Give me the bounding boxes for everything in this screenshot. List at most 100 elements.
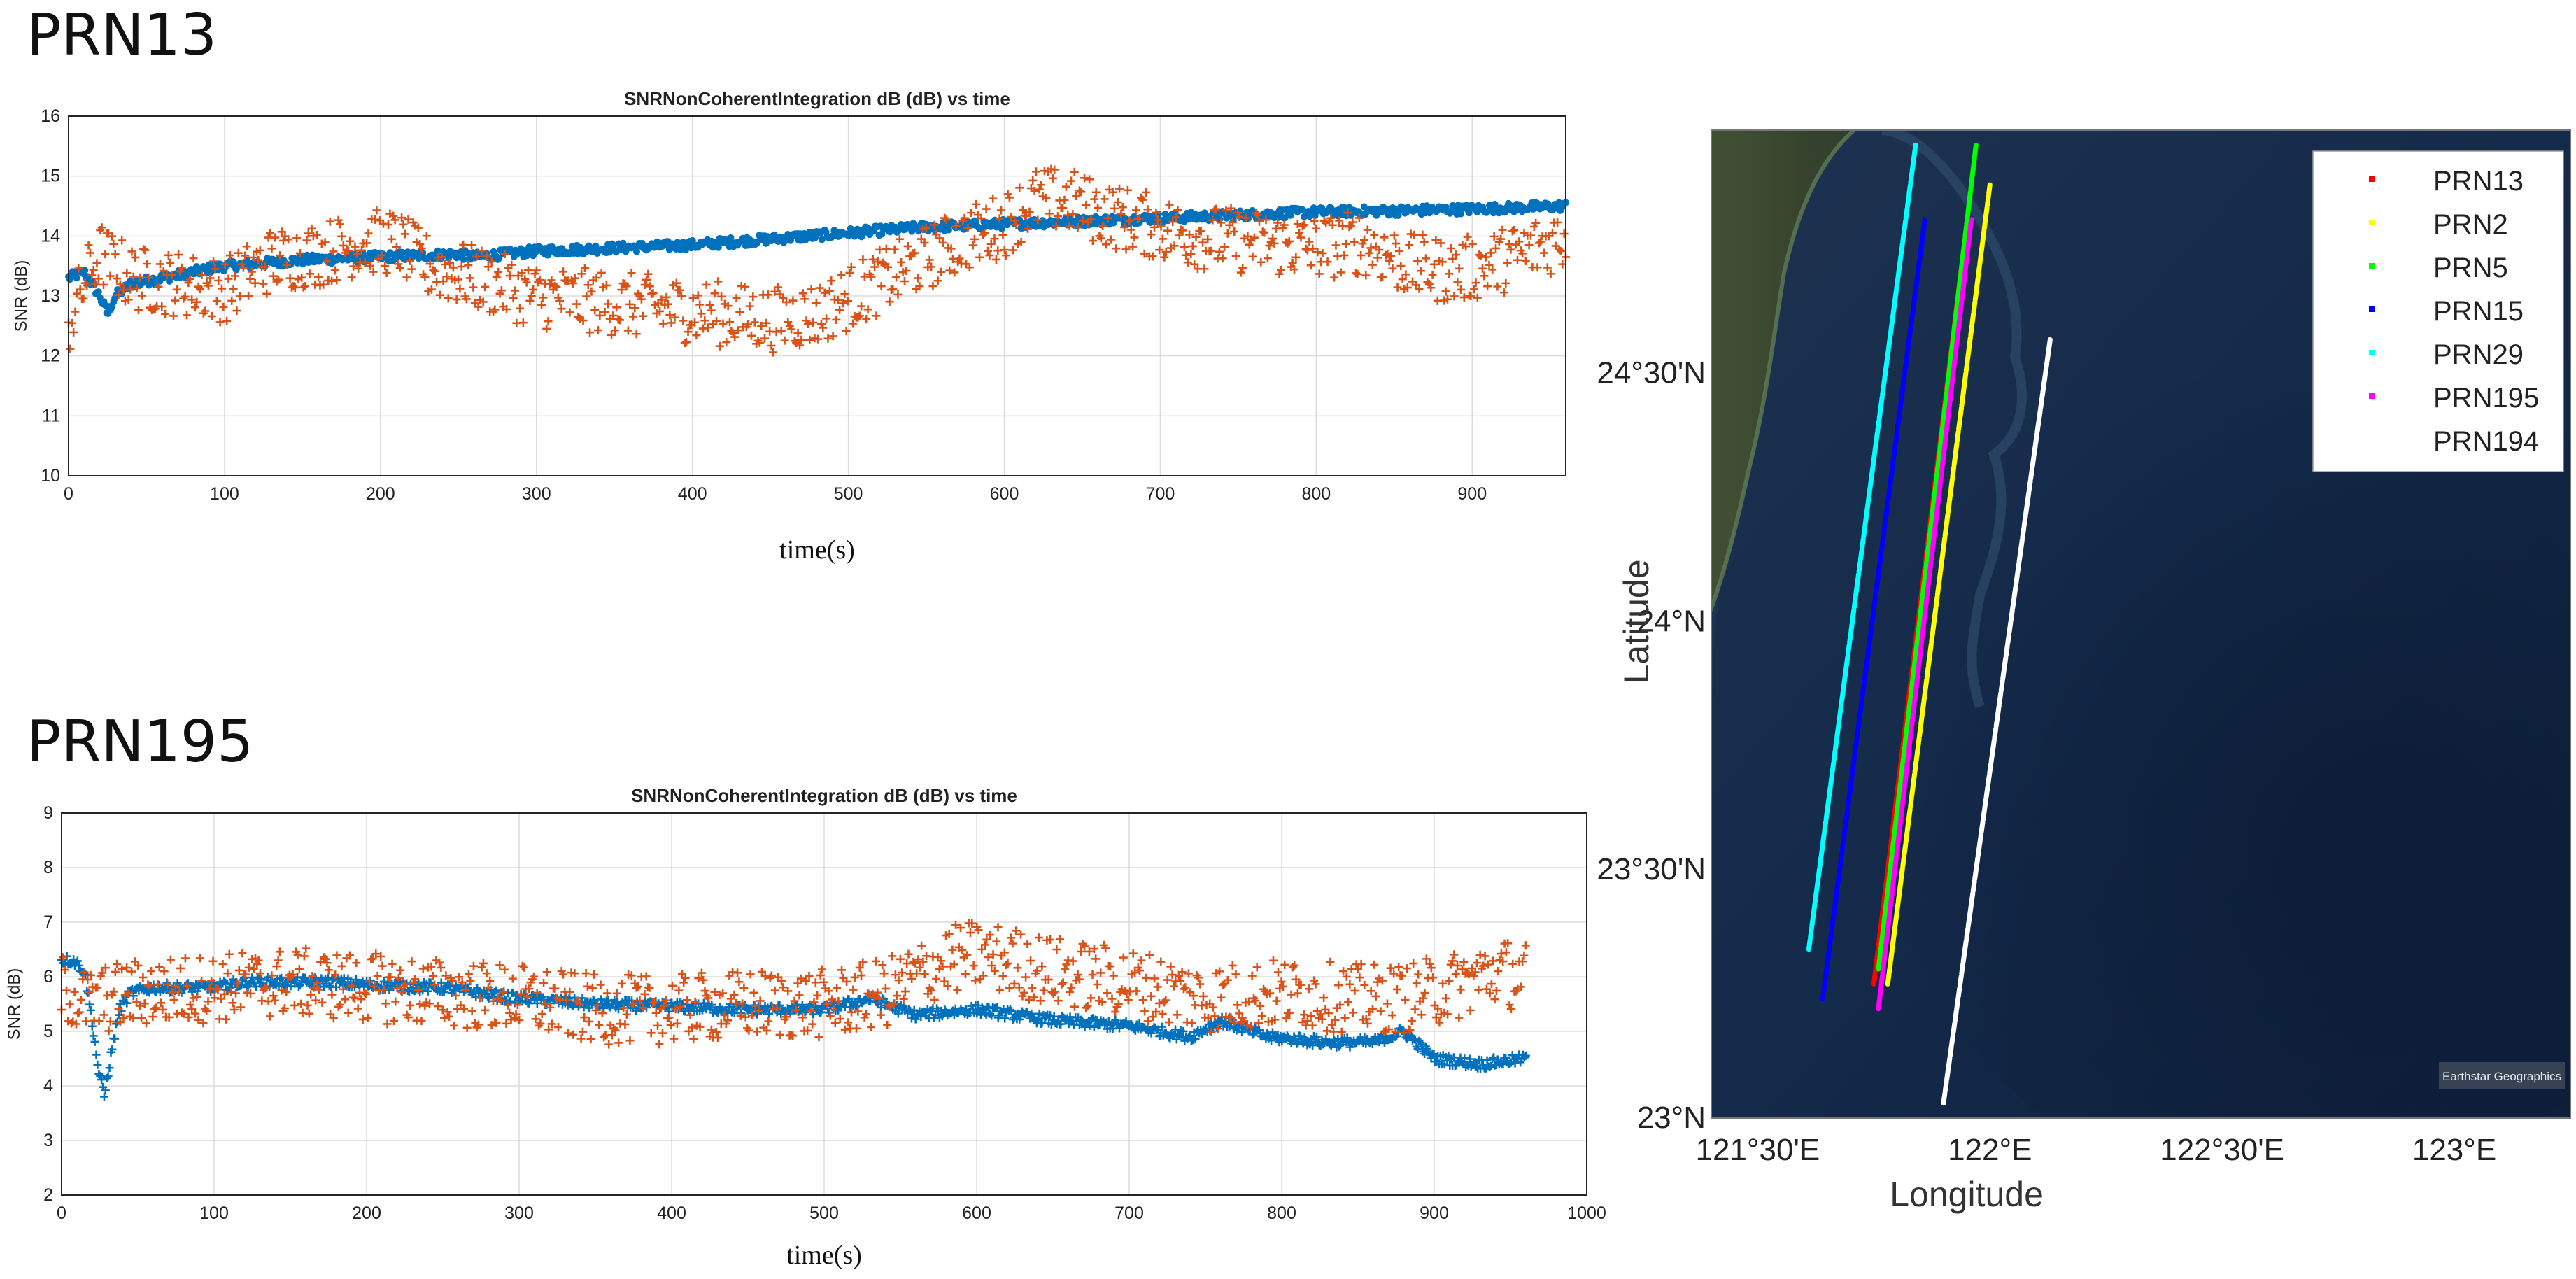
data-point: [437, 253, 446, 262]
data-point: [1142, 973, 1151, 982]
data-point: [1272, 996, 1281, 1005]
data-point: [1472, 959, 1481, 968]
data-point: [896, 954, 905, 963]
data-point: [806, 1007, 815, 1016]
data-point: [1462, 968, 1471, 977]
data-point: [1033, 966, 1042, 975]
data-point: [124, 989, 133, 998]
x-tick-label: 1000: [1567, 1203, 1606, 1223]
data-point: [1140, 249, 1149, 258]
data-point: [1427, 283, 1436, 292]
data-point: [207, 977, 216, 986]
data-point: [1013, 963, 1022, 973]
data-point: [1291, 975, 1301, 984]
data-point: [1032, 167, 1041, 176]
data-point: [1401, 996, 1410, 1005]
data-point: [225, 949, 234, 959]
data-point: [1318, 248, 1327, 257]
data-point: [308, 972, 317, 981]
data-point: [109, 239, 118, 248]
data-point: [900, 987, 910, 996]
data-point: [94, 1070, 104, 1079]
data-point: [1023, 939, 1032, 948]
data-point: [194, 1015, 203, 1024]
data-point: [1285, 236, 1294, 246]
data-point: [1184, 969, 1193, 978]
data-point: [1002, 961, 1011, 970]
data-point: [358, 1015, 367, 1024]
data-point: [838, 299, 847, 308]
data-point: [271, 233, 280, 242]
data-point: [1254, 1018, 1264, 1027]
data-point: [1103, 213, 1112, 222]
data-point: [1427, 963, 1436, 973]
series-orange: [57, 919, 1530, 1049]
data-point: [699, 975, 708, 984]
data-point: [1263, 254, 1272, 263]
data-point: [798, 1001, 807, 1010]
data-point: [1443, 295, 1452, 304]
data-point: [1208, 215, 1217, 225]
data-point: [1153, 215, 1162, 225]
data-point: [1465, 1054, 1474, 1064]
data-point: [148, 1012, 157, 1022]
data-point: [111, 1034, 120, 1043]
data-point: [400, 229, 409, 239]
data-point: [662, 292, 671, 302]
data-point: [260, 984, 269, 993]
data-point: [195, 954, 204, 963]
data-point: [74, 961, 83, 970]
data-point: [908, 1010, 917, 1019]
data-point: [1201, 209, 1208, 217]
data-point: [1070, 167, 1079, 176]
data-point: [66, 960, 76, 969]
data-point: [914, 955, 923, 964]
data-point: [1057, 980, 1066, 989]
data-point: [943, 982, 952, 991]
data-point: [1188, 241, 1197, 250]
data-point: [114, 290, 123, 299]
data-point: [868, 255, 877, 264]
data-point: [73, 956, 82, 966]
track-prn29: [1806, 142, 1918, 952]
data-point: [1277, 977, 1286, 986]
legend-marker: [2369, 393, 2375, 399]
data-point: [1102, 240, 1110, 249]
data-point: [274, 275, 283, 284]
data-point: [1410, 1035, 1420, 1044]
y-tick-label: 7: [43, 912, 53, 932]
data-point: [723, 1016, 733, 1025]
data-point: [241, 251, 250, 260]
data-point: [290, 283, 299, 292]
data-point: [1176, 977, 1185, 986]
data-point: [184, 278, 193, 288]
data-point: [190, 303, 199, 312]
data-point: [1438, 257, 1447, 267]
y-axis-label: SNR (dB): [5, 968, 24, 1040]
data-point: [1179, 984, 1188, 994]
data-point: [570, 274, 579, 283]
data-point: [323, 959, 332, 968]
data-point: [878, 230, 886, 238]
data-point: [1466, 292, 1475, 301]
data-point: [297, 273, 306, 282]
data-point: [1067, 983, 1076, 992]
prn195-heading: PRN195: [27, 709, 254, 775]
data-point: [90, 1037, 99, 1046]
data-point: [765, 1009, 774, 1018]
data-point: [253, 960, 262, 969]
data-point: [169, 311, 178, 320]
data-point: [152, 1003, 161, 1012]
data-point: [666, 1021, 675, 1030]
x-tick-label: 0: [57, 1203, 66, 1223]
data-point: [582, 292, 591, 301]
legend-label: PRN2: [2433, 209, 2508, 240]
data-point: [1215, 247, 1224, 256]
data-point: [1474, 985, 1483, 994]
data-point: [1456, 985, 1465, 994]
data-point: [223, 969, 232, 978]
data-point: [448, 263, 458, 272]
data-point: [97, 223, 106, 232]
legend-marker: [2369, 263, 2375, 269]
data-point: [1501, 1053, 1510, 1062]
